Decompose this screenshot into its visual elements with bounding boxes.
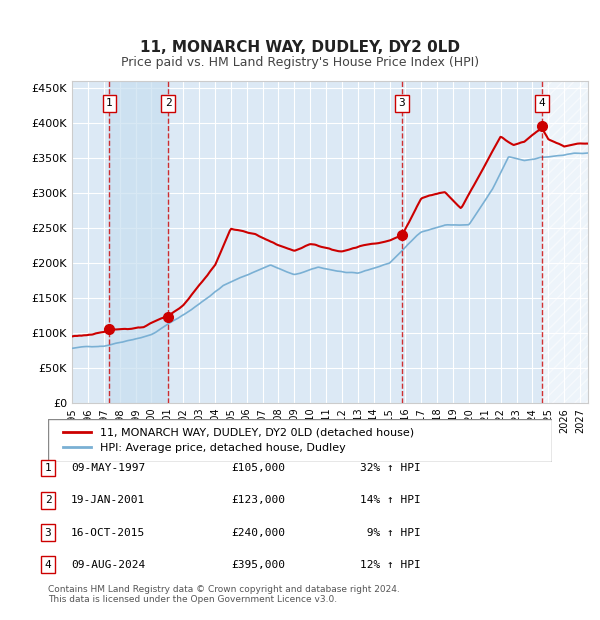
Text: Contains HM Land Registry data © Crown copyright and database right 2024.
This d: Contains HM Land Registry data © Crown c… [48, 585, 400, 604]
Text: Price paid vs. HM Land Registry's House Price Index (HPI): Price paid vs. HM Land Registry's House … [121, 56, 479, 69]
Text: 3: 3 [44, 528, 52, 538]
Text: 4: 4 [44, 560, 52, 570]
Text: 32% ↑ HPI: 32% ↑ HPI [359, 463, 421, 473]
Legend: 11, MONARCH WAY, DUDLEY, DY2 0LD (detached house), HPI: Average price, detached : 11, MONARCH WAY, DUDLEY, DY2 0LD (detach… [59, 423, 418, 458]
Text: £123,000: £123,000 [231, 495, 285, 505]
Text: £240,000: £240,000 [231, 528, 285, 538]
Text: 09-AUG-2024: 09-AUG-2024 [71, 560, 145, 570]
Text: 2: 2 [164, 98, 172, 108]
Text: £395,000: £395,000 [231, 560, 285, 570]
Text: 11, MONARCH WAY, DUDLEY, DY2 0LD: 11, MONARCH WAY, DUDLEY, DY2 0LD [140, 40, 460, 55]
Bar [109, 81, 168, 403]
Text: 16-OCT-2015: 16-OCT-2015 [71, 528, 145, 538]
Text: 1: 1 [106, 98, 113, 108]
Text: 09-MAY-1997: 09-MAY-1997 [71, 463, 145, 473]
Text: 14% ↑ HPI: 14% ↑ HPI [359, 495, 421, 505]
Text: 19-JAN-2001: 19-JAN-2001 [71, 495, 145, 505]
Text: 1: 1 [44, 463, 52, 473]
Text: 4: 4 [539, 98, 545, 108]
Text: 2: 2 [44, 495, 52, 505]
Text: 9% ↑ HPI: 9% ↑ HPI [359, 528, 421, 538]
Text: 3: 3 [399, 98, 406, 108]
Bar [542, 81, 588, 403]
FancyBboxPatch shape [48, 418, 552, 462]
Text: 12% ↑ HPI: 12% ↑ HPI [359, 560, 421, 570]
Text: £105,000: £105,000 [231, 463, 285, 473]
